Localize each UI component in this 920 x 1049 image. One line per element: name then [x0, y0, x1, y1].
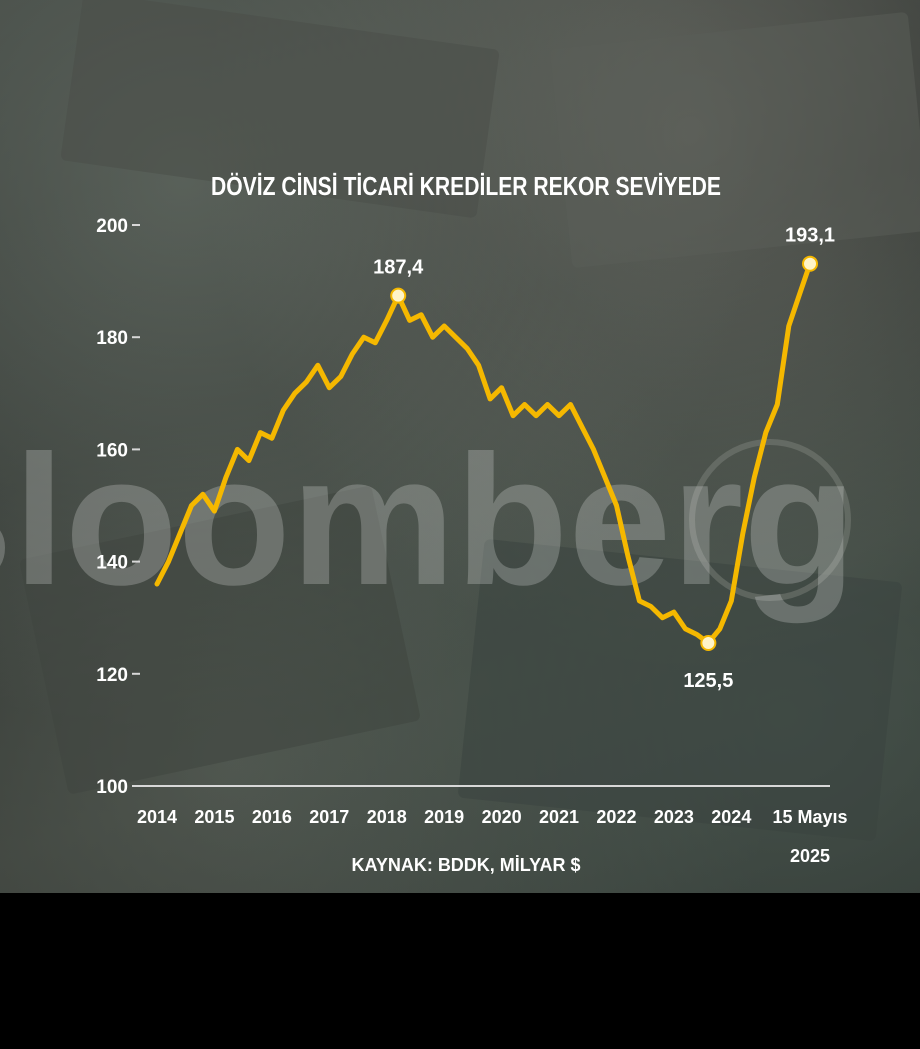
y-tick-label: 100	[96, 777, 128, 798]
annotation-label: 187,4	[373, 257, 424, 279]
annotations: 187,4 125,5 193,1	[373, 225, 835, 692]
x-tick-label: 2020	[482, 807, 522, 827]
y-tick-label: 200	[96, 216, 128, 237]
x-tick-label: 2021	[539, 807, 579, 827]
x-tick-label: 2024	[711, 807, 751, 827]
y-axis: 200 180 160 140 120 100	[96, 216, 140, 798]
bottom-black-band	[0, 893, 920, 1049]
x-tick-label: 2025	[790, 846, 830, 866]
x-tick-label: 2014	[137, 807, 177, 827]
annotation-label: 193,1	[785, 225, 835, 247]
x-tick-label: 2016	[252, 807, 292, 827]
y-tick-label: 120	[96, 665, 128, 686]
annotation-label: 125,5	[683, 670, 733, 692]
y-tick-label: 180	[96, 328, 128, 349]
annotation-marker	[700, 634, 717, 651]
annotation-marker	[802, 255, 818, 272]
x-tick-label: 2017	[309, 807, 349, 827]
x-tick-label: 15 Mayıs	[772, 807, 847, 827]
source-label: KAYNAK: BDDK, MİLYAR $	[351, 855, 580, 875]
x-tick-label: 2022	[596, 807, 636, 827]
x-tick-label: 2015	[194, 807, 234, 827]
chart-title: DÖVİZ CİNSİ TİCARİ KREDİLER REKOR SEVİYE…	[211, 171, 721, 201]
x-tick-label: 2023	[654, 807, 694, 827]
banknote-decoration	[20, 0, 920, 841]
annotation-marker	[390, 287, 407, 304]
x-tick-label: 2019	[424, 807, 464, 827]
y-tick-label: 140	[96, 553, 128, 574]
x-axis: 2014 2015 2016 2017 2018 2019 2020 2021 2022 2023…	[137, 807, 848, 866]
bloomberg-watermark: Bloomberg	[0, 418, 856, 624]
y-tick-label: 160	[96, 440, 128, 461]
x-tick-label: 2018	[367, 807, 407, 827]
